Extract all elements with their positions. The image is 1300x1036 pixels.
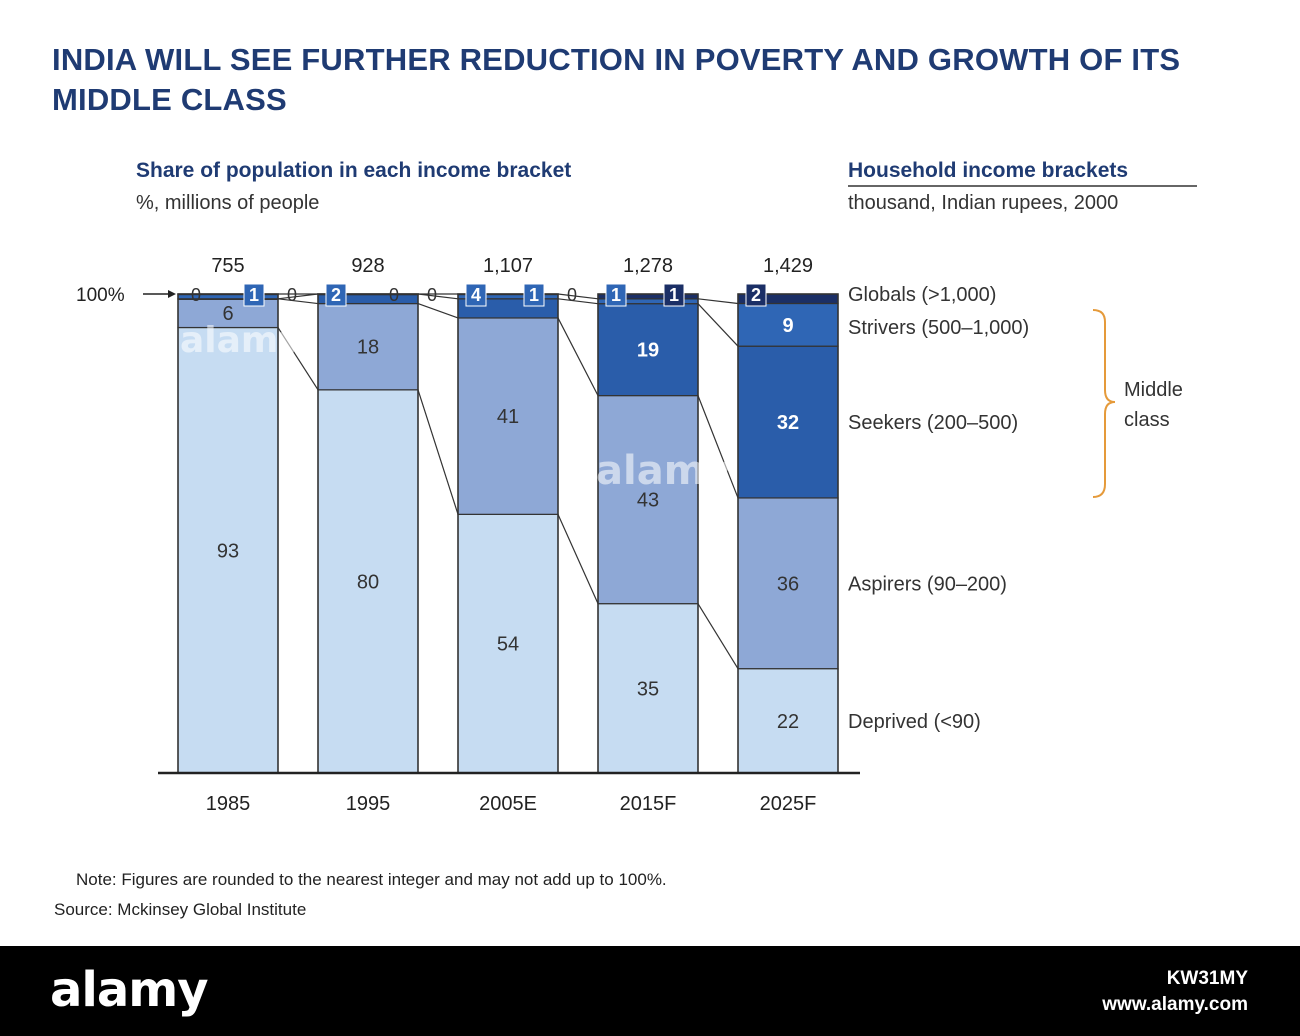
legend-entry: Deprived (<90) (848, 711, 981, 733)
chart-subtitle: %, millions of people (136, 192, 319, 214)
legend: Globals (>1,000) Strivers (500–1,000) Seek… (848, 284, 1029, 733)
bar-total-label: 1,278 (623, 255, 673, 277)
bar-segment (177, 326, 279, 774)
segment-connector-line (417, 293, 459, 300)
segment-connector-line (417, 389, 459, 515)
bar-value-label: 35 (637, 678, 659, 700)
y-reference-label: 100% (76, 285, 125, 306)
segment-connector-line (557, 514, 599, 604)
middle-class-brace (1092, 309, 1116, 498)
segment-connector-line (697, 303, 739, 347)
legend-title: Household income brackets (848, 159, 1128, 182)
bar-value-label: 0 (427, 285, 437, 305)
bar-segment (597, 303, 699, 397)
bar-segment (737, 497, 839, 670)
bar-value-label: 1 (249, 285, 259, 305)
small-segment-callout-box (465, 283, 487, 307)
bar-value-label: 54 (497, 634, 519, 656)
legend-entry: Strivers (500–1,000) (848, 317, 1029, 339)
bar-value-label: 9 (782, 315, 793, 337)
bar-total-label: 1,429 (763, 255, 813, 277)
bar-total-label: 928 (351, 255, 384, 277)
bar-value-label: 43 (637, 490, 659, 512)
x-tick-label: 1995 (346, 793, 391, 815)
legend-entry: Seekers (200–500) (848, 412, 1018, 434)
small-segment-callout-box (745, 283, 767, 307)
site-url: www.alamy.com (1102, 994, 1248, 1015)
bar-value-label: 2 (331, 285, 341, 305)
segment-connector-line (557, 298, 599, 305)
chart-source: Source: Mckinsey Global Institute (54, 900, 306, 919)
legend-entry: Aspirers (90–200) (848, 573, 1007, 595)
chart-title: Share of population in each income brack… (136, 159, 571, 182)
segment-connectors (277, 293, 739, 669)
x-tick-label: 1985 (206, 793, 251, 815)
segment-connector-line (697, 603, 739, 669)
bar-value-label: 2 (751, 285, 761, 305)
bar-value-label: 1 (529, 285, 539, 305)
small-segment-callout-box (663, 283, 685, 307)
segment-connector-line (697, 298, 739, 305)
bar-segment (737, 345, 839, 499)
segment-connector-line (277, 293, 319, 300)
image-id: KW31MY (1166, 968, 1248, 989)
bar-value-label: 22 (777, 711, 799, 733)
bar-value-label: 0 (287, 285, 297, 305)
small-segment-callout-box (325, 283, 347, 307)
bar-value-label: 6 (222, 303, 233, 325)
bar-total-label: 1,107 (483, 255, 533, 277)
chart-note: Note: Figures are rounded to the nearest… (76, 870, 667, 889)
bar-value-label: 0 (389, 285, 399, 305)
image-id-block: KW31MY www.alamy.com (1102, 966, 1248, 1018)
bars-group (177, 293, 839, 774)
bar-value-label: 36 (777, 573, 799, 595)
small-segment-callout-box (605, 283, 627, 307)
small-segment-callout-box (243, 283, 265, 307)
legend-entry: Globals (>1,000) (848, 284, 996, 306)
bar-value-label: 1 (611, 285, 621, 305)
bar-value-label: 41 (497, 406, 519, 428)
page-title: INDIA WILL SEE FURTHER REDUCTION IN POVE… (52, 42, 1181, 117)
segment-connector-line (697, 395, 739, 499)
bar-value-label: 19 (637, 340, 659, 362)
legend-subtitle: thousand, Indian rupees, 2000 (848, 192, 1118, 214)
bar-value-label: 4 (471, 285, 481, 305)
bar-value-label: 1 (669, 285, 679, 305)
stacked-bar-chart: Share of population in each income brack… (54, 159, 1197, 919)
x-tick-label: 2015F (620, 793, 677, 815)
small-segment-callout-box (523, 283, 545, 307)
total-labels-group: 755 928 1,107 1,278 1,429 (211, 255, 813, 277)
segment-connector-line (277, 298, 319, 305)
bar-value-label: 18 (357, 337, 379, 359)
bar-total-label: 755 (211, 255, 244, 277)
stock-watermark-banner: alamy KW31MY www.alamy.com (0, 946, 1300, 1036)
segment-connector-line (557, 317, 599, 396)
x-axis-tick-labels: 1985 1995 2005E 2015F 2025F (206, 793, 817, 815)
bar-value-label: 32 (777, 412, 799, 434)
segment-connector-line (417, 303, 459, 319)
bar-segment (457, 513, 559, 774)
x-tick-label: 2005E (479, 793, 537, 815)
bar-segment (457, 317, 559, 515)
segment-connector-line (557, 293, 599, 300)
alamy-logo: alamy (50, 962, 209, 1018)
bar-value-label: 0 (191, 285, 201, 305)
bar-value-label: 0 (567, 285, 577, 305)
bar-value-label: 93 (217, 540, 239, 562)
x-tick-label: 2025F (760, 793, 817, 815)
middle-class-label: Middle class (1124, 379, 1188, 431)
bar-value-label: 80 (357, 571, 379, 593)
bar-segment (317, 389, 419, 774)
bar-segment (597, 395, 699, 605)
y-reference-arrow (143, 290, 176, 298)
segment-connector-line (277, 327, 319, 391)
